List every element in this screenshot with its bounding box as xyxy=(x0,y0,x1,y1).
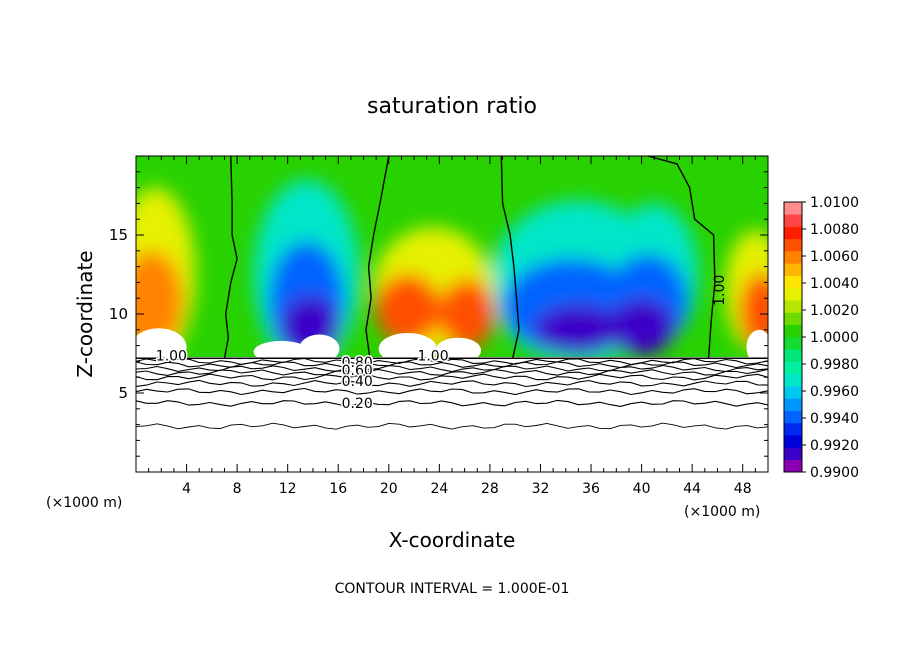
x-tick-label-5: 24 xyxy=(430,481,448,497)
x-tick-label-3: 16 xyxy=(329,481,347,497)
field-blobs xyxy=(136,179,768,357)
colorbar-swatch-19 xyxy=(784,226,802,240)
colorbar-swatch-7 xyxy=(784,373,802,387)
colorbar-swatch-18 xyxy=(784,238,802,252)
colorbar-label-2: 1.0060 xyxy=(810,249,859,265)
x-tick-label-6: 28 xyxy=(481,481,499,497)
field-blob-7 xyxy=(534,304,623,356)
chart-title: saturation ratio xyxy=(367,94,537,119)
contour-line-6 xyxy=(135,387,769,396)
field-blob-14 xyxy=(439,279,495,349)
contour-lines xyxy=(135,155,769,430)
contour-label-1: 1.00 xyxy=(417,349,448,365)
x-tick-label-7: 32 xyxy=(532,481,550,497)
clear-region-3 xyxy=(378,332,437,357)
clear-region-0 xyxy=(136,328,187,357)
x-unit-left: (×1000 m) xyxy=(46,495,122,511)
colorbar-swatch-0 xyxy=(784,459,802,473)
colorbar-label-6: 0.9980 xyxy=(810,357,859,373)
x-tick-label-0: 4 xyxy=(182,481,191,497)
saturation-contour-0 xyxy=(223,155,238,359)
contour-label-4: 0.60 xyxy=(342,363,373,379)
contour-label-5: 0.40 xyxy=(342,374,373,390)
colorbar-swatch-13 xyxy=(784,300,802,313)
contour-label-6: 0.20 xyxy=(342,396,373,412)
x-tick-label-2: 12 xyxy=(279,481,297,497)
contour-line-3 xyxy=(135,368,769,376)
contour-labels: 1.00 1.00 1.00 0.800.600.40 0.20 xyxy=(154,275,728,414)
colorbar-label-3: 1.0040 xyxy=(810,276,859,292)
colorbar-label-8: 0.9940 xyxy=(810,411,859,427)
x-tick-label-10: 44 xyxy=(683,481,701,497)
colorbar-swatch-12 xyxy=(784,312,802,326)
colorbar-swatch-6 xyxy=(784,386,802,399)
y-axis-label: Z-coordinate xyxy=(73,250,97,377)
colorbar-swatch-11 xyxy=(784,324,802,338)
field-blob-8 xyxy=(608,298,675,356)
clear-region-2 xyxy=(299,334,340,357)
colorbar-swatch-16 xyxy=(784,263,802,276)
clear-region-1 xyxy=(253,340,310,357)
clear-region-5 xyxy=(746,329,768,357)
contour-interval-note: CONTOUR INTERVAL = 1.000E-01 xyxy=(335,581,570,597)
saturation-contour-3 xyxy=(647,155,716,359)
x-tick-label-9: 40 xyxy=(633,481,651,497)
colorbar: 1.0100 1.0080 1.0060 1.0040 1.0020 1.0000 0.99… xyxy=(783,195,859,481)
contour-line-5 xyxy=(135,379,769,388)
contour-label-0: 1.00 xyxy=(156,349,187,365)
x-tick-label-1: 8 xyxy=(233,481,242,497)
saturation-contour-1 xyxy=(365,155,390,359)
field-blob-13 xyxy=(374,274,441,345)
colorbar-swatch-2 xyxy=(784,435,802,448)
heatmap-field xyxy=(136,156,768,357)
contour-line-4 xyxy=(135,373,769,381)
colorbar-swatch-4 xyxy=(784,410,802,424)
contour-label-2: 1.00 xyxy=(712,275,728,306)
colorbar-swatch-9 xyxy=(784,349,802,362)
colorbar-label-9: 0.9920 xyxy=(810,438,859,454)
contour-line-7 xyxy=(135,399,769,407)
colorbar-swatch-17 xyxy=(784,251,802,264)
colorbar-swatch-14 xyxy=(784,287,802,301)
y-tick-label-0: 5 xyxy=(118,384,128,402)
y-tick-label-2: 15 xyxy=(109,226,128,244)
field-blob-15 xyxy=(740,272,768,349)
x-unit-right: (×1000 m) xyxy=(684,504,760,520)
field-blob-12 xyxy=(136,250,183,352)
colorbar-label-0: 1.0100 xyxy=(810,195,859,211)
x-tick-label-11: 48 xyxy=(734,481,752,497)
x-tick-label-8: 36 xyxy=(582,481,600,497)
colorbar-label-7: 0.9960 xyxy=(810,384,859,400)
colorbar-swatch-8 xyxy=(784,361,802,375)
contour-label-3: 0.80 xyxy=(342,355,373,371)
x-tick-label-4: 20 xyxy=(380,481,398,497)
colorbar-swatch-20 xyxy=(784,214,802,227)
colorbar-swatch-21 xyxy=(784,202,802,215)
colorbar-label-10: 0.9900 xyxy=(810,465,859,481)
colorbar-swatch-5 xyxy=(784,398,802,411)
colorbar-swatch-10 xyxy=(784,337,802,350)
colorbar-label-4: 1.0020 xyxy=(810,303,859,319)
colorbar-label-1: 1.0080 xyxy=(810,222,859,238)
x-axis-label: X-coordinate xyxy=(389,528,516,552)
y-tick-label-1: 10 xyxy=(109,305,128,323)
colorbar-swatch-15 xyxy=(784,275,802,289)
saturation-contour-2 xyxy=(500,155,520,359)
clear-region-4 xyxy=(435,337,482,357)
colorbar-label-5: 1.0000 xyxy=(810,330,859,346)
colorbar-swatch-3 xyxy=(784,422,802,436)
colorbar-swatch-1 xyxy=(784,447,802,461)
contour-line-8 xyxy=(135,422,769,430)
